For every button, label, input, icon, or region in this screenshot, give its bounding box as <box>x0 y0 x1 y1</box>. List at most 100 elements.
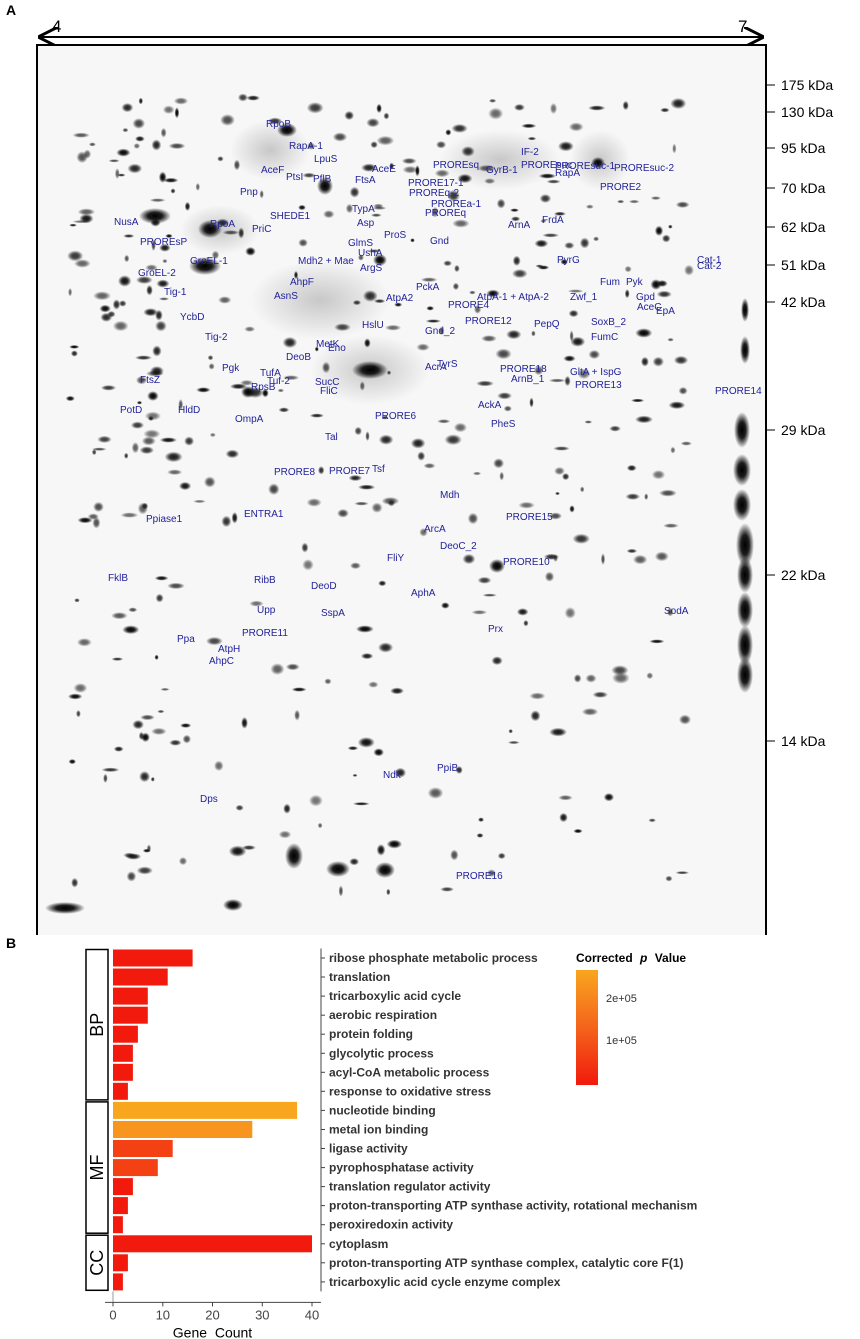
gel-spot <box>512 255 521 266</box>
gel-spot <box>136 866 153 875</box>
gel-spot <box>124 452 129 459</box>
gel-spot-label: FtsZ <box>140 375 160 386</box>
gel-spot <box>585 204 594 209</box>
gel-spot-label: Mdh <box>440 490 459 501</box>
gel-spot-label: PyrG <box>557 255 580 266</box>
gel-spot-label: PtsI <box>286 172 303 183</box>
gel-spot <box>126 871 137 882</box>
go-term-label: protein folding <box>329 1027 413 1041</box>
mw-marker-label: 42 kDa <box>781 294 826 310</box>
gel-spot-label: AtpH <box>218 644 240 655</box>
gel-spot-label: AphA <box>411 588 436 599</box>
go-group-box <box>85 948 109 1101</box>
go-group-box <box>85 1234 109 1292</box>
gel-spot <box>139 208 171 224</box>
gel-spot <box>600 553 606 565</box>
gel-spot <box>148 416 154 421</box>
gel-spot <box>401 157 417 165</box>
gel-spot-label: Tuf-2 <box>267 376 290 387</box>
gel-spot-label: AceF <box>261 165 284 176</box>
gel-spot <box>317 177 333 195</box>
gel-spot-label: TypA <box>352 204 375 215</box>
gel-spot-label: NusA <box>114 217 139 228</box>
gel-spot <box>402 165 418 174</box>
gel-spot <box>497 392 512 400</box>
gel-spots <box>45 93 754 914</box>
gel-spot <box>99 304 111 313</box>
gel-spot <box>150 776 155 782</box>
gel-spot <box>581 708 599 716</box>
gel-spot-label: Gnd_2 <box>425 326 455 337</box>
go-term-label: cytoplasm <box>329 1237 388 1251</box>
gel-spot <box>93 291 111 301</box>
gel-spot-label: IF-2 <box>521 147 539 158</box>
gel-spot <box>376 844 386 856</box>
gel-spot <box>365 431 370 442</box>
gel-spot <box>499 471 505 481</box>
gel-spot-label: Tsf <box>372 464 385 475</box>
gel-spot-label: ArnA <box>508 220 531 231</box>
gel-spot-label: PckA <box>416 282 440 293</box>
go-bar <box>113 1006 148 1024</box>
gel-spot <box>564 607 576 619</box>
gel-spot <box>585 674 597 683</box>
gel-spot <box>469 290 476 295</box>
gel-spot-label: GlmS <box>348 238 373 249</box>
gel-spot-label: FrdA <box>542 215 564 226</box>
gel-spot <box>145 264 158 272</box>
go-term-label: ribose phosphate metabolic process <box>329 951 538 965</box>
gel-spot <box>654 225 664 236</box>
gel-spot <box>443 260 452 267</box>
gel-spot-label: Tal <box>325 432 338 443</box>
gel-spot <box>484 178 496 185</box>
gel-spot <box>268 483 280 496</box>
gel-spot <box>631 398 645 403</box>
gel-spot <box>133 143 141 149</box>
mw-marker-label: 51 kDa <box>781 257 826 273</box>
gel-spot <box>298 238 308 247</box>
gel-spot <box>568 122 584 132</box>
gel-spot <box>154 654 159 660</box>
gel-spot <box>354 426 363 436</box>
gel-spot <box>577 368 591 380</box>
gel-spot <box>549 102 558 115</box>
gel-spot <box>349 858 360 866</box>
gel-spot <box>567 289 584 293</box>
gel-spot <box>477 576 492 584</box>
gel-spot-label: Asp <box>357 218 375 229</box>
gel-spot <box>114 168 120 180</box>
gel-spot-label: SoxB_2 <box>591 317 626 328</box>
gel-spot <box>518 501 535 509</box>
gel-spot <box>497 852 506 860</box>
gel-spot <box>477 164 496 172</box>
gel-spot <box>506 329 522 340</box>
go-group-label: BP <box>87 1013 107 1037</box>
gel-spot-label: PheS <box>491 419 516 430</box>
gel-spot <box>555 491 560 496</box>
gel-spot <box>112 320 129 332</box>
gel-spot <box>651 470 666 480</box>
gel-spot-label: PRORE15 <box>506 512 553 523</box>
gel-spot <box>584 420 593 424</box>
gel-spot-label: Ndk <box>383 770 402 781</box>
gel-spot <box>306 102 324 114</box>
gel-spot <box>503 405 512 412</box>
go-term-label: peroxiredoxin activity <box>329 1218 453 1232</box>
gel-spot <box>617 199 625 204</box>
gel-spot <box>534 239 549 248</box>
gel-spot-label: Gpd <box>636 292 655 303</box>
gel-spot <box>225 449 240 459</box>
gel-spot-label: PROREsuc <box>521 160 572 171</box>
gel-spot <box>332 132 348 142</box>
gel-spot <box>488 107 504 120</box>
go-term-label: aerobic respiration <box>329 1008 437 1022</box>
gel-spot <box>143 429 161 439</box>
gel-spot <box>193 499 206 504</box>
gel-spot <box>108 159 120 163</box>
gel-spot-label: SspA <box>321 608 345 619</box>
gel-spot <box>238 227 245 239</box>
gel-spot <box>635 415 653 424</box>
gel-spot <box>668 224 673 229</box>
gel-spot <box>155 593 164 603</box>
go-bar <box>113 1082 128 1100</box>
